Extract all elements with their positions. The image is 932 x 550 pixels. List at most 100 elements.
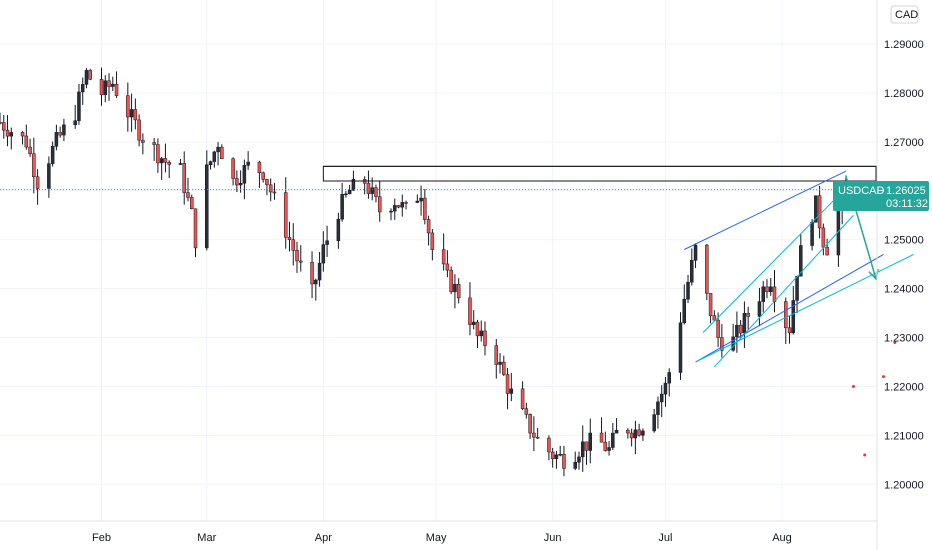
y-tick-label: 1.24000 xyxy=(884,284,924,296)
candle-up xyxy=(340,193,344,220)
y-tick-label: 1.22000 xyxy=(884,381,924,393)
candle-up xyxy=(663,382,668,395)
candle-down xyxy=(58,132,62,136)
candle-up xyxy=(686,281,690,300)
candle-up xyxy=(656,401,660,415)
x-tick-label: Aug xyxy=(772,532,792,544)
candle-down xyxy=(716,319,720,338)
candle-down xyxy=(220,146,224,160)
candle-down xyxy=(374,187,378,197)
candle-up xyxy=(50,146,55,164)
candle-down xyxy=(528,414,532,434)
candle-up xyxy=(498,361,502,365)
candle-down xyxy=(772,286,777,302)
candle-down xyxy=(272,191,277,194)
candle-up xyxy=(246,161,250,166)
candle-down xyxy=(738,324,743,334)
drawings[interactable] xyxy=(0,165,914,457)
candle-down xyxy=(445,263,450,271)
candle-down xyxy=(784,301,788,329)
price-label-separator: − xyxy=(878,185,884,197)
candle-up xyxy=(77,91,81,121)
candle-up xyxy=(415,200,420,203)
candle-down xyxy=(532,432,536,438)
candle-down xyxy=(99,78,104,95)
currency-badge[interactable]: CAD xyxy=(895,9,918,21)
candle-down xyxy=(765,286,769,292)
candle-down xyxy=(449,269,453,293)
candle-down xyxy=(152,142,156,145)
candle-up xyxy=(178,163,183,165)
candle-down xyxy=(133,109,138,121)
candle-down xyxy=(265,179,269,186)
candle-up xyxy=(351,179,356,191)
candle-down xyxy=(404,202,408,204)
candle-down xyxy=(366,182,371,194)
candle-up xyxy=(73,120,77,126)
candle-down xyxy=(235,178,239,186)
candle-up xyxy=(667,372,671,384)
candle-up xyxy=(208,161,213,165)
candle-down xyxy=(547,437,551,453)
candle-down xyxy=(584,441,589,451)
candle-up xyxy=(735,324,739,338)
candle-down xyxy=(2,122,6,131)
candle-up xyxy=(242,165,247,184)
support-line xyxy=(695,253,914,363)
candle-down xyxy=(24,135,29,148)
candle-down xyxy=(746,313,750,317)
candle-down xyxy=(5,129,10,137)
candle-up xyxy=(129,109,134,118)
candle-up xyxy=(80,84,85,93)
y-tick-label: 1.25000 xyxy=(884,235,924,247)
candle-down xyxy=(502,361,506,375)
candle-up xyxy=(659,393,664,403)
candle-up xyxy=(791,300,796,334)
candle-down xyxy=(441,249,446,265)
price-label-symbol: USDCAD xyxy=(838,185,885,197)
candle-down xyxy=(423,197,427,220)
candle-down xyxy=(107,80,111,87)
candle-down xyxy=(88,70,92,80)
candle-down xyxy=(817,195,822,229)
candle-down xyxy=(193,208,198,249)
currency-badge-group[interactable]: CAD xyxy=(890,5,919,24)
candle-down xyxy=(186,192,190,198)
candle-up xyxy=(611,432,615,448)
candle-up xyxy=(216,146,220,153)
candle-up xyxy=(453,283,457,293)
candle-down xyxy=(20,132,25,137)
candle-up xyxy=(810,221,814,246)
candle-down xyxy=(137,119,141,141)
candle-up xyxy=(393,205,397,212)
candle-up xyxy=(761,286,765,302)
candle-up xyxy=(325,240,329,245)
price-badge: USDCAD − 1.26025 03:11:32 xyxy=(833,181,929,211)
candle-up xyxy=(509,388,514,394)
candle-down xyxy=(257,161,262,173)
price-label-box xyxy=(833,181,929,211)
x-tick-label: May xyxy=(426,532,447,544)
y-tick-label: 1.29000 xyxy=(884,39,924,51)
x-tick-label: Mar xyxy=(197,532,216,544)
candle-down xyxy=(599,432,604,443)
candle-up xyxy=(347,189,352,195)
candle-down xyxy=(291,239,296,251)
candle-down xyxy=(156,144,160,164)
candle-up xyxy=(577,456,581,463)
candle-down xyxy=(377,196,382,213)
y-tick-label: 1.21000 xyxy=(884,430,924,442)
candle-up xyxy=(814,195,818,223)
candle-down xyxy=(189,197,194,210)
candle-down xyxy=(430,232,435,250)
candle-up xyxy=(641,430,645,436)
candle-up xyxy=(682,298,687,324)
channel-upper-line xyxy=(684,170,847,250)
candle-down xyxy=(126,95,130,118)
candle-down xyxy=(475,321,480,337)
currency-badge-box[interactable] xyxy=(890,5,919,24)
candle-up xyxy=(678,322,683,373)
candle-up xyxy=(588,432,593,451)
